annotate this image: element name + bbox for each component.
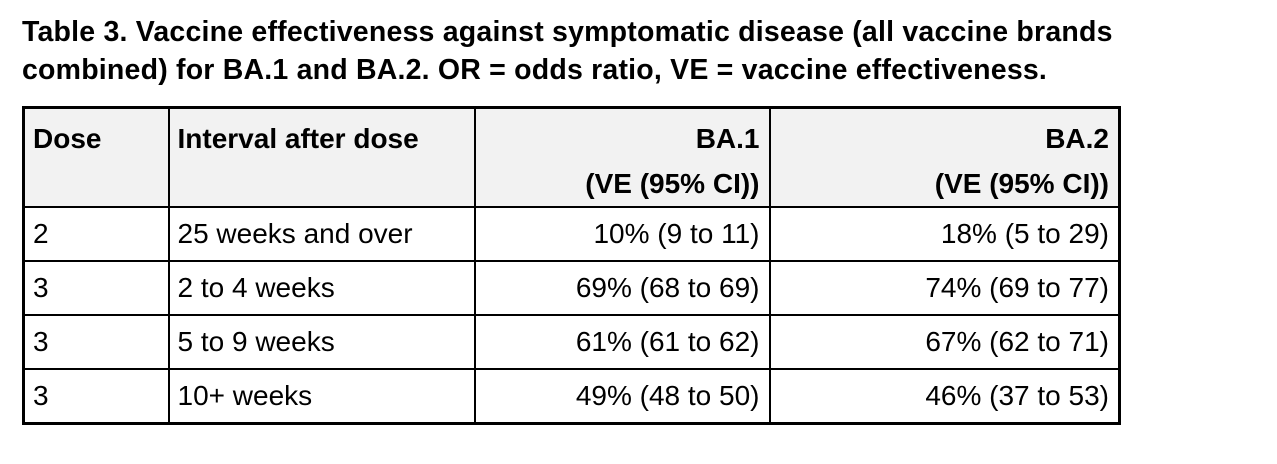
table-cell: 10% (9 to 11) bbox=[473, 206, 771, 262]
column-header-interval: Interval after dose bbox=[167, 106, 476, 208]
document-page: Table 3. Vaccine effectiveness against s… bbox=[22, 13, 1277, 425]
column-header-label: BA.1 bbox=[695, 123, 760, 154]
table-cell: 61% (61 to 62) bbox=[473, 314, 771, 370]
table-cell: 25 weeks and over bbox=[167, 206, 476, 262]
title-line-1: Table 3. Vaccine effectiveness against s… bbox=[22, 16, 1113, 48]
column-header-sublabel: (VE (95% CI)) bbox=[585, 168, 760, 199]
table-cell: 3 bbox=[22, 314, 170, 370]
table-body: 2 25 weeks and over 10% (9 to 11) 18% (5 to… bbox=[22, 206, 1121, 424]
vaccine-effectiveness-table: Dose Interval after dose BA.1 (VE (95% C… bbox=[22, 106, 1121, 425]
table-cell: 67% (62 to 71) bbox=[768, 314, 1121, 370]
table-row: 2 25 weeks and over 10% (9 to 11) 18% (5 to… bbox=[22, 206, 1121, 262]
column-header-label: BA.2 bbox=[1045, 123, 1109, 154]
column-header-ba1: BA.1 (VE (95% CI)) bbox=[473, 106, 771, 208]
table-cell: 49% (48 to 50) bbox=[473, 368, 771, 424]
table-cell: 2 bbox=[22, 206, 170, 262]
column-header-label: Interval after dose bbox=[177, 123, 419, 154]
title-line-2: combined) for BA.1 and BA.2. OR = odds r… bbox=[22, 54, 1048, 86]
page-title: Table 3. Vaccine effectiveness against s… bbox=[22, 13, 1277, 89]
table-cell: 10+ weeks bbox=[167, 368, 476, 424]
table-row: 3 10+ weeks 49% (48 to 50) 46% (37 to 53) bbox=[22, 368, 1121, 424]
table-cell: 74% (69 to 77) bbox=[768, 260, 1121, 316]
column-header-sublabel: (VE (95% CI)) bbox=[934, 168, 1109, 199]
table-header: Dose Interval after dose BA.1 (VE (95% C… bbox=[22, 106, 1121, 208]
table-cell: 69% (68 to 69) bbox=[473, 260, 771, 316]
table-cell: 3 bbox=[22, 260, 170, 316]
column-header-label: Dose bbox=[33, 123, 102, 154]
table-cell: 18% (5 to 29) bbox=[768, 206, 1121, 262]
table-cell: 46% (37 to 53) bbox=[768, 368, 1121, 424]
table-header-row: Dose Interval after dose BA.1 (VE (95% C… bbox=[22, 106, 1121, 208]
table-cell: 3 bbox=[22, 368, 170, 424]
column-header-dose: Dose bbox=[22, 106, 170, 208]
table-cell: 5 to 9 weeks bbox=[167, 314, 476, 370]
table-cell: 2 to 4 weeks bbox=[167, 260, 476, 316]
column-header-ba2: BA.2 (VE (95% CI)) bbox=[768, 106, 1121, 208]
